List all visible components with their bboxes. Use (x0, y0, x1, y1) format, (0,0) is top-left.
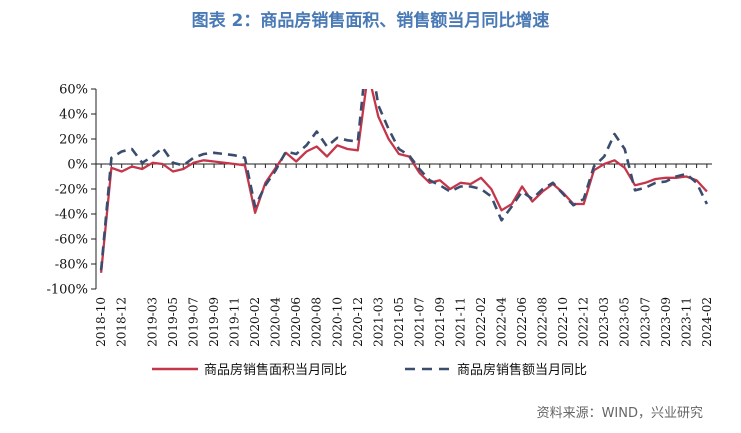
x-tick-label: 2020-06 (289, 297, 303, 347)
x-tick-label: 2019-07 (187, 297, 201, 347)
legend: 商品房销售面积当月同比 商品房销售额当月同比 (152, 362, 587, 378)
axes: 60% 40% 20% 0% -20% -40% -60% -80% -100% 2018-10 2… (46, 83, 713, 347)
x-tick-label: 2020-08 (310, 297, 324, 347)
series-line-area (99, 89, 708, 273)
y-tick-label: 20% (59, 133, 88, 148)
x-tick-label: 2021-09 (433, 297, 447, 347)
source-note: 资料来源：WIND，兴业研究 (536, 406, 703, 421)
x-tick-label: 2021-07 (412, 297, 426, 347)
x-tick-label: 2023-09 (659, 297, 673, 347)
x-tick-label: 2023-07 (638, 297, 652, 347)
x-tick-label: 2022-06 (515, 297, 529, 347)
x-tick-label: 2019-03 (145, 297, 159, 347)
x-tick-label: 2020-04 (269, 297, 283, 347)
x-tick-label: 2019-09 (207, 297, 221, 347)
series-line-amount (99, 89, 709, 271)
x-tick-label: 2022-08 (536, 297, 550, 347)
y-tick-label: -20% (55, 183, 88, 198)
x-tick-label: 2022-04 (495, 297, 509, 347)
x-tick-label: 2020-12 (351, 297, 365, 347)
y-tick-label: -40% (55, 208, 88, 223)
x-tick-label: 2021-05 (392, 297, 406, 347)
y-tick-label: -60% (55, 233, 88, 248)
x-tick-label: 2021-03 (371, 297, 385, 347)
legend-label: 商品房销售面积当月同比 (204, 362, 347, 378)
x-tick-label: 2022-12 (577, 297, 591, 347)
x-tick-label: 2024-02 (700, 297, 714, 347)
x-tick-label: 2021-11 (453, 297, 467, 347)
chart-title: 图表 2：商品房销售面积、销售额当月同比增速 (191, 11, 550, 31)
x-tick-label: 2019-05 (166, 297, 180, 347)
series-layer (99, 89, 709, 273)
y-tick-label: 0% (67, 158, 88, 173)
x-tick-label: 2022-10 (556, 297, 570, 347)
legend-label: 商品房销售额当月同比 (457, 362, 587, 378)
y-tick-label: -80% (55, 258, 88, 273)
x-tick-label: 2023-03 (597, 297, 611, 347)
x-tick-label: 2019-11 (228, 297, 242, 347)
x-tick-label: 2020-02 (248, 297, 262, 347)
x-tick-label: 2018-10 (94, 297, 108, 347)
x-tick-label: 2020-10 (330, 297, 344, 347)
y-tick-label: 60% (59, 83, 88, 98)
x-tick-label: 2023-11 (679, 297, 693, 347)
y-tick-label: -100% (46, 283, 88, 298)
x-tick-label: 2023-05 (618, 297, 632, 347)
x-tick-label: 2018-12 (115, 297, 129, 347)
x-tick-label: 2022-02 (474, 297, 488, 347)
y-tick-label: 40% (59, 108, 88, 123)
